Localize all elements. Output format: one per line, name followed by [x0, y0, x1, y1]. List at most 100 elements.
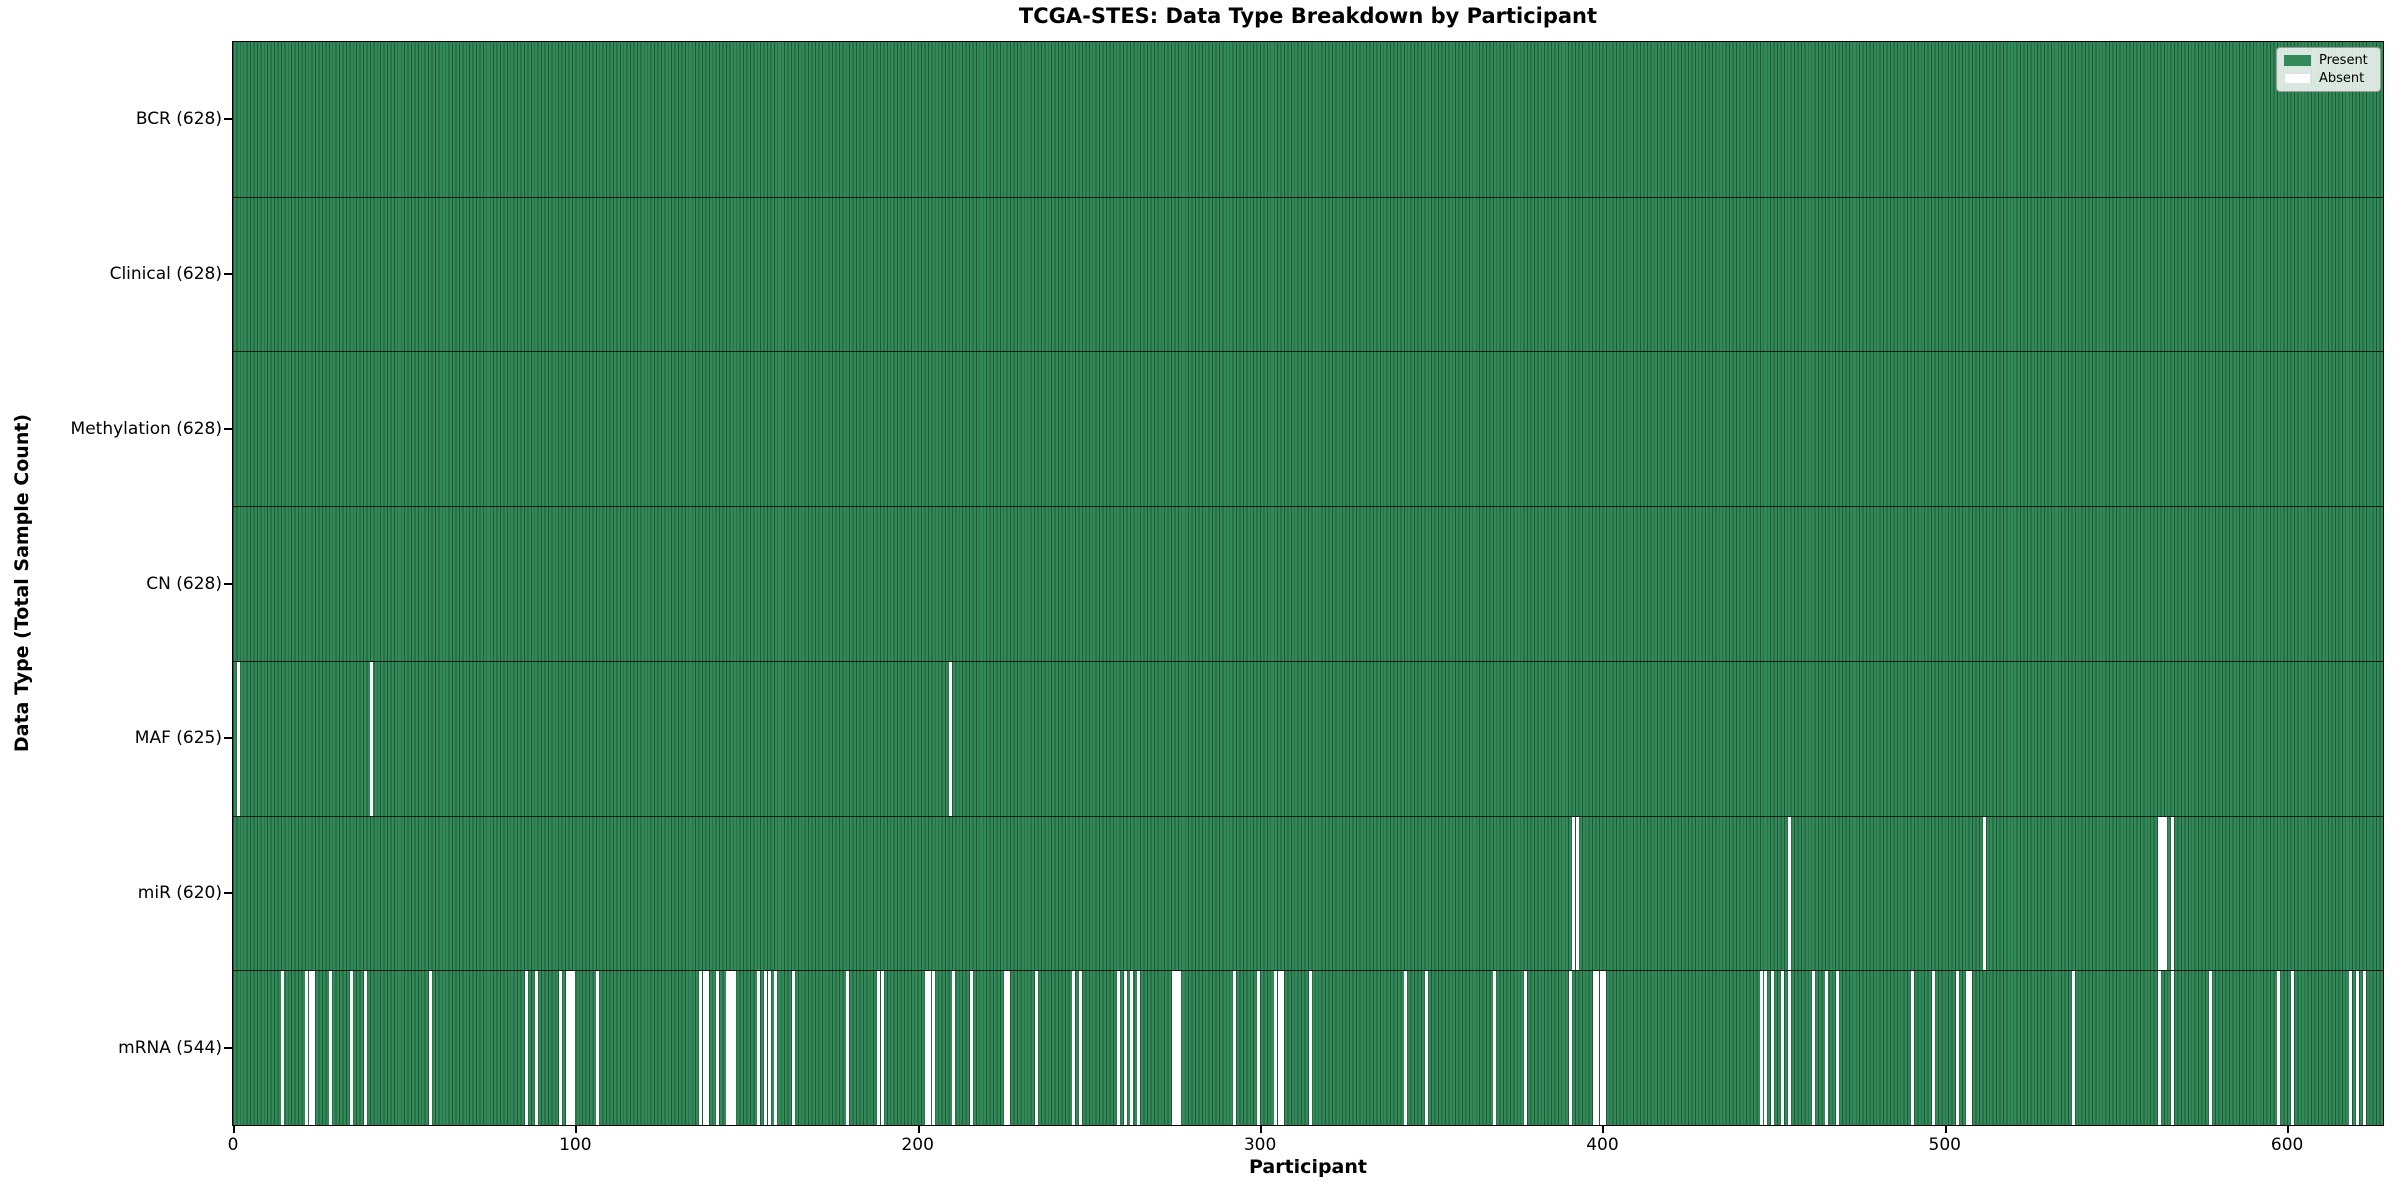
absent-mark [733, 971, 737, 1125]
y-tick-label-mRNA: mRNA (544) [118, 1037, 222, 1058]
absent-mark [2362, 971, 2366, 1125]
y-tick-mark [224, 118, 232, 121]
legend-item-absent: Absent [2284, 72, 2372, 85]
absent-mark [1965, 971, 1969, 1125]
y-tick-mark [224, 427, 232, 430]
absent-mark [2356, 971, 2360, 1125]
absent-mark [729, 971, 733, 1125]
absent-mark [1178, 971, 1182, 1125]
absent-mark [312, 971, 316, 1125]
absent-mark [1931, 971, 1935, 1125]
absent-mark [2208, 971, 2212, 1125]
absent-mark [2171, 816, 2175, 971]
absent-mark [1787, 971, 1791, 1125]
absent-mark [1308, 971, 1312, 1125]
absent-mark [1123, 971, 1127, 1125]
absent-mark [1982, 816, 1986, 971]
y-tick-mark [224, 582, 232, 585]
y-tick-mark [224, 1046, 232, 1049]
y-tick-mark [224, 891, 232, 894]
absent-mark [534, 971, 538, 1125]
absent-mark [1811, 971, 1815, 1125]
heatmap-row-Methylation [233, 351, 2383, 507]
y-tick-label-miR: miR (620) [137, 882, 222, 903]
heatmap-row-mRNA [233, 970, 2383, 1125]
x-tick-label: 400 [1586, 1135, 1619, 1155]
absent-mark [2157, 816, 2161, 971]
x-axis-label: Participant [1248, 1156, 1367, 1178]
absent-mark [1277, 971, 1281, 1125]
legend-present-label: Present [2319, 53, 2368, 68]
absent-mark [726, 971, 730, 1125]
absent-mark [702, 971, 706, 1125]
absent-swatch-icon [2284, 73, 2311, 84]
absent-mark [349, 971, 353, 1125]
absent-mark [1233, 971, 1237, 1125]
absent-mark [1281, 971, 1285, 1125]
absent-mark [2160, 816, 2164, 971]
absent-mark [1825, 971, 1829, 1125]
absent-mark [1174, 971, 1178, 1125]
absent-mark [1424, 971, 1428, 1125]
absent-mark [1596, 971, 1600, 1125]
absent-mark [699, 971, 703, 1125]
absent-mark [716, 971, 720, 1125]
absent-mark [2071, 971, 2075, 1125]
absent-mark [1003, 971, 1007, 1125]
absent-mark [928, 971, 932, 1125]
absent-mark [363, 971, 367, 1125]
x-tick-label: 500 [1928, 1135, 1961, 1155]
absent-mark [1969, 971, 1973, 1125]
legend: Present Absent [2276, 47, 2381, 92]
absent-mark [791, 971, 795, 1125]
x-tick-label: 600 [2270, 1135, 2304, 1155]
present-swatch-icon [2284, 55, 2311, 66]
absent-mark [428, 971, 432, 1125]
x-tick-mark [575, 1125, 578, 1133]
heatmap-row-miR [233, 815, 2383, 971]
absent-mark [2157, 971, 2161, 1125]
x-tick-mark [233, 1125, 235, 1133]
absent-mark [1770, 971, 1774, 1125]
absent-mark [1955, 971, 1959, 1125]
absent-mark [1787, 816, 1791, 971]
y-tick-label-Methylation: Methylation (628) [70, 418, 222, 439]
absent-mark [1257, 971, 1261, 1125]
absent-mark [572, 971, 576, 1125]
absent-mark [596, 971, 600, 1125]
absent-mark [757, 971, 761, 1125]
absent-mark [1072, 971, 1076, 1125]
absent-mark [2277, 971, 2281, 1125]
heatmap-row-BCR [233, 42, 2383, 197]
absent-mark [705, 971, 709, 1125]
absent-mark [1079, 971, 1083, 1125]
absent-mark [1568, 971, 1572, 1125]
absent-mark [2171, 971, 2175, 1125]
heatmap-row-CN [233, 506, 2383, 661]
legend-item-present: Present [2284, 54, 2372, 67]
absent-mark [329, 971, 333, 1125]
x-axis: 0 100 200 300 400 500 600 [228, 1125, 2383, 1165]
x-tick-label: 100 [559, 1135, 592, 1155]
absent-mark [1171, 971, 1175, 1125]
heatmap-row-MAF [233, 660, 2383, 816]
x-tick-mark [1602, 1125, 1605, 1133]
chart-title: TCGA-STES: Data Type Breakdown by Partic… [1018, 4, 1598, 28]
absent-mark [1602, 971, 1606, 1125]
absent-mark [524, 971, 528, 1125]
absent-mark [1137, 971, 1141, 1125]
x-tick-mark [917, 1125, 920, 1133]
absent-mark [1130, 971, 1134, 1125]
absent-mark [1007, 971, 1011, 1125]
absent-mark [236, 661, 240, 816]
absent-mark [1572, 816, 1576, 971]
absent-mark [1835, 971, 1839, 1125]
absent-mark [1524, 971, 1528, 1125]
x-tick-label: 300 [1243, 1135, 1277, 1155]
x-tick-mark [1260, 1125, 1263, 1133]
absent-mark [1760, 971, 1764, 1125]
x-tick-mark [1944, 1125, 1947, 1133]
absent-mark [1274, 971, 1278, 1125]
absent-mark [1575, 816, 1579, 971]
